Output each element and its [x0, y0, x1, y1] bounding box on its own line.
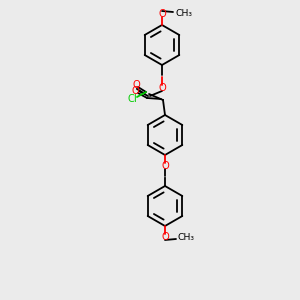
Text: O: O: [132, 80, 140, 90]
Text: O: O: [158, 9, 166, 19]
Text: O: O: [161, 232, 169, 242]
Text: O: O: [161, 161, 169, 171]
Text: O: O: [158, 83, 166, 93]
Text: Cl: Cl: [127, 94, 137, 104]
Text: CH₃: CH₃: [175, 8, 192, 17]
Text: CH₃: CH₃: [178, 233, 195, 242]
Text: O: O: [131, 86, 139, 96]
